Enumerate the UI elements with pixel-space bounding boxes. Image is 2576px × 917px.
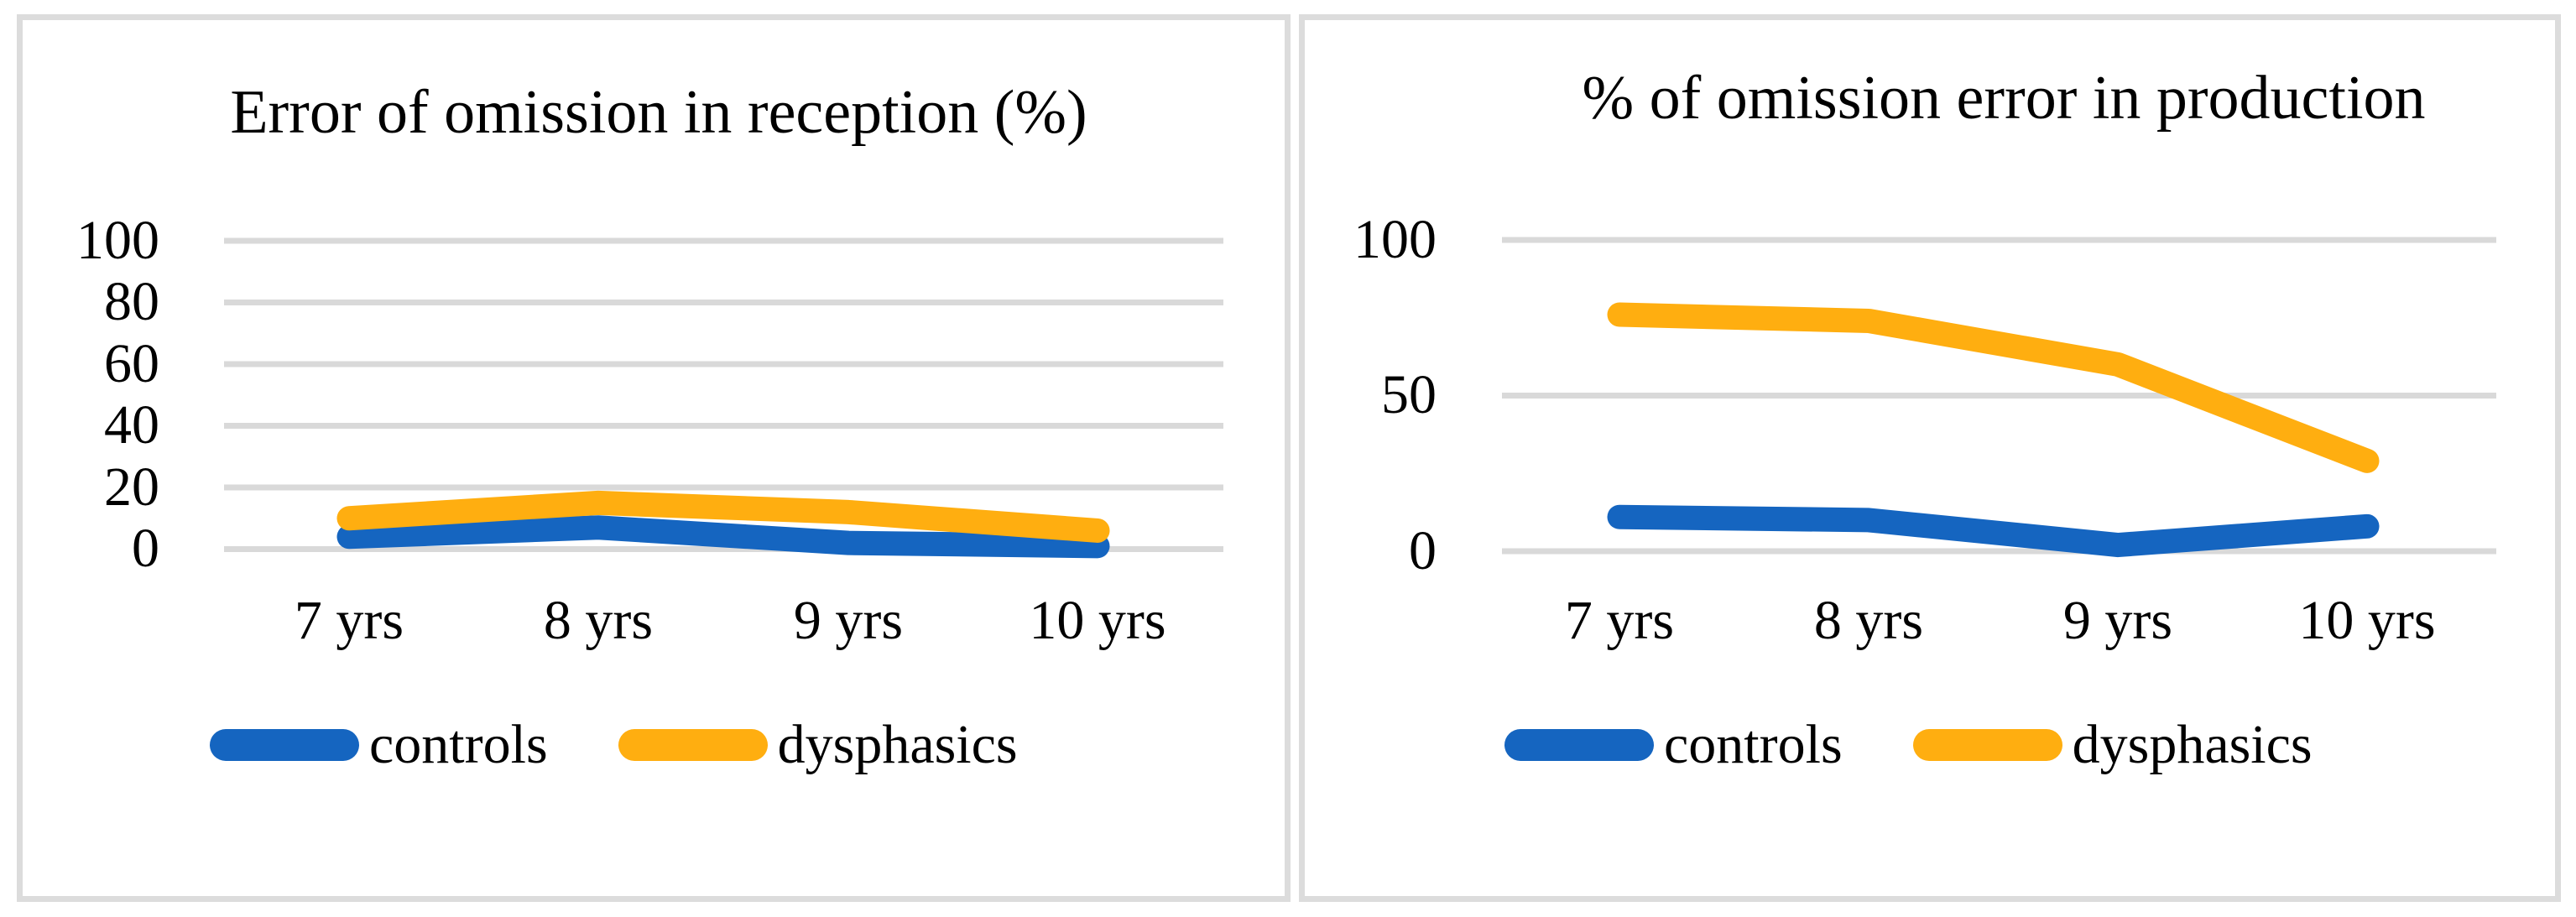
y-tick-label: 50 (1381, 364, 1437, 425)
x-tick-label: 10 yrs (1029, 590, 1166, 651)
y-tick-label: 20 (104, 456, 159, 518)
x-tick-label: 9 yrs (793, 590, 904, 651)
legend-label-controls: controls (369, 714, 548, 775)
legend-label-dysphasics: dysphasics (2072, 714, 2313, 775)
legend-swatch-controls (1504, 729, 1654, 761)
x-tick-label: 7 yrs (1564, 590, 1675, 651)
x-tick-label: 9 yrs (2062, 590, 2173, 651)
legend-label-controls: controls (1664, 714, 1843, 775)
y-tick-label: 80 (104, 271, 159, 332)
x-tick-label: 8 yrs (1813, 590, 1924, 651)
x-tick-label: 8 yrs (543, 590, 654, 651)
x-tick-label: 10 yrs (2298, 590, 2436, 651)
legend-label-dysphasics: dysphasics (777, 714, 1018, 775)
y-tick-label: 60 (104, 333, 159, 394)
legend-swatch-dysphasics (1912, 729, 2062, 761)
legend-swatch-controls (210, 729, 359, 761)
x-tick-label: 7 yrs (294, 590, 404, 651)
legend-reception: controls dysphasics (210, 716, 1018, 774)
y-tick-label: 0 (1409, 520, 1437, 581)
y-tick-label: 100 (76, 210, 159, 271)
legend-production: controls dysphasics (1504, 716, 2313, 774)
y-tick-label: 40 (104, 394, 159, 456)
y-tick-label: 0 (132, 518, 159, 579)
chart-title-production: % of omission error in production (1582, 64, 2426, 133)
chart-title-reception: Error of omission in reception (%) (230, 78, 1087, 147)
legend-swatch-dysphasics (618, 729, 768, 761)
y-tick-label: 100 (1353, 209, 1437, 270)
